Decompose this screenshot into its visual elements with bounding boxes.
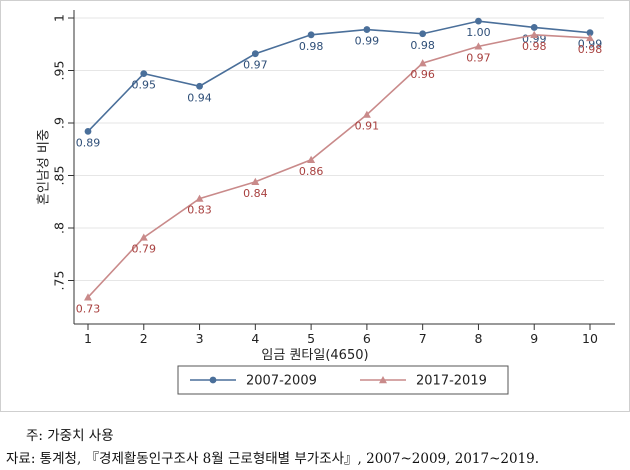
data-label: 1.00 xyxy=(466,26,491,39)
data-point xyxy=(586,29,594,37)
y-tick-label: .95 xyxy=(52,61,67,81)
data-point xyxy=(84,127,92,135)
x-tick-label: 9 xyxy=(530,331,538,346)
x-axis-title: 임금 퀀타일(4650) xyxy=(261,348,368,363)
x-tick-label: 6 xyxy=(363,331,371,346)
data-point xyxy=(586,33,594,42)
data-label: 0.96 xyxy=(410,68,435,81)
x-tick-label: 4 xyxy=(251,331,259,346)
legend-label: 2017-2019 xyxy=(416,374,487,389)
data-point xyxy=(196,82,203,90)
data-label: 0.73 xyxy=(76,302,101,315)
data-point xyxy=(84,293,92,301)
x-tick-label: 2 xyxy=(140,331,148,346)
x-tick-label: 7 xyxy=(419,331,427,346)
data-point xyxy=(362,110,371,118)
y-tick-label: .75 xyxy=(52,271,67,291)
data-point xyxy=(363,26,371,33)
data-point xyxy=(195,194,204,202)
data-point xyxy=(474,42,483,50)
x-tick-label: 8 xyxy=(474,331,482,346)
data-label: 0.89 xyxy=(76,136,101,149)
y-tick-label: .85 xyxy=(52,166,67,186)
chart-area: .75 .8 .85 .9 .95 1 1 2 3 4 5 6 7 8 9 10 임금 퀀타일(4650) 혼인남… xyxy=(0,0,630,412)
line-chart: .75 .8 .85 .9 .95 1 1 2 3 4 5 6 7 8 9 10 임금 퀀타일(4650) 혼인남… xyxy=(0,0,630,412)
data-point xyxy=(530,30,539,38)
data-label: 0.98 xyxy=(578,43,603,56)
data-label: 0.91 xyxy=(355,120,380,133)
y-tick-label: .9 xyxy=(52,117,67,129)
data-point xyxy=(418,59,427,67)
x-tick-label: 10 xyxy=(582,331,598,346)
plot-region xyxy=(74,10,615,324)
weight-note: 주: 가중치 사용 xyxy=(26,428,114,444)
data-label: 0.98 xyxy=(410,39,435,52)
data-point xyxy=(475,17,482,25)
x-tick-label: 5 xyxy=(307,331,315,346)
data-point xyxy=(307,155,316,163)
x-tick-label: 1 xyxy=(84,331,92,346)
data-label: 0.79 xyxy=(132,242,157,255)
legend-marker xyxy=(209,376,217,384)
y-tick-label: .8 xyxy=(52,222,67,234)
source-note: 자료: 통계청, 『경제활동인구조사 8월 근로형태별 부가조사』, 2007~… xyxy=(6,451,540,467)
data-label: 0.97 xyxy=(466,51,491,64)
data-point xyxy=(139,233,148,241)
data-label: 0.83 xyxy=(187,204,212,217)
data-point xyxy=(530,24,538,31)
data-label: 0.99 xyxy=(578,38,603,51)
data-point xyxy=(419,30,427,38)
data-point xyxy=(251,177,260,185)
data-label: 0.98 xyxy=(299,40,324,53)
x-tick-label: 3 xyxy=(196,331,204,346)
y-axis-title: 혼인남성 비중 xyxy=(37,129,52,205)
data-point xyxy=(307,31,315,39)
legend-marker xyxy=(379,376,387,384)
legend-label: 2007-2009 xyxy=(246,374,317,389)
y-tick-label: 1 xyxy=(52,14,67,22)
data-label: 0.98 xyxy=(522,40,547,53)
data-label: 0.95 xyxy=(132,79,157,92)
data-label: 0.97 xyxy=(243,59,268,72)
series-line-2007-2009 xyxy=(87,20,591,132)
data-label: 0.86 xyxy=(299,165,324,178)
data-label: 0.99 xyxy=(355,35,380,48)
data-label: 0.94 xyxy=(187,91,212,104)
data-point xyxy=(251,50,259,58)
series-line-2017-2019 xyxy=(87,33,591,298)
data-label: 0.84 xyxy=(243,187,268,200)
data-point xyxy=(140,70,148,78)
